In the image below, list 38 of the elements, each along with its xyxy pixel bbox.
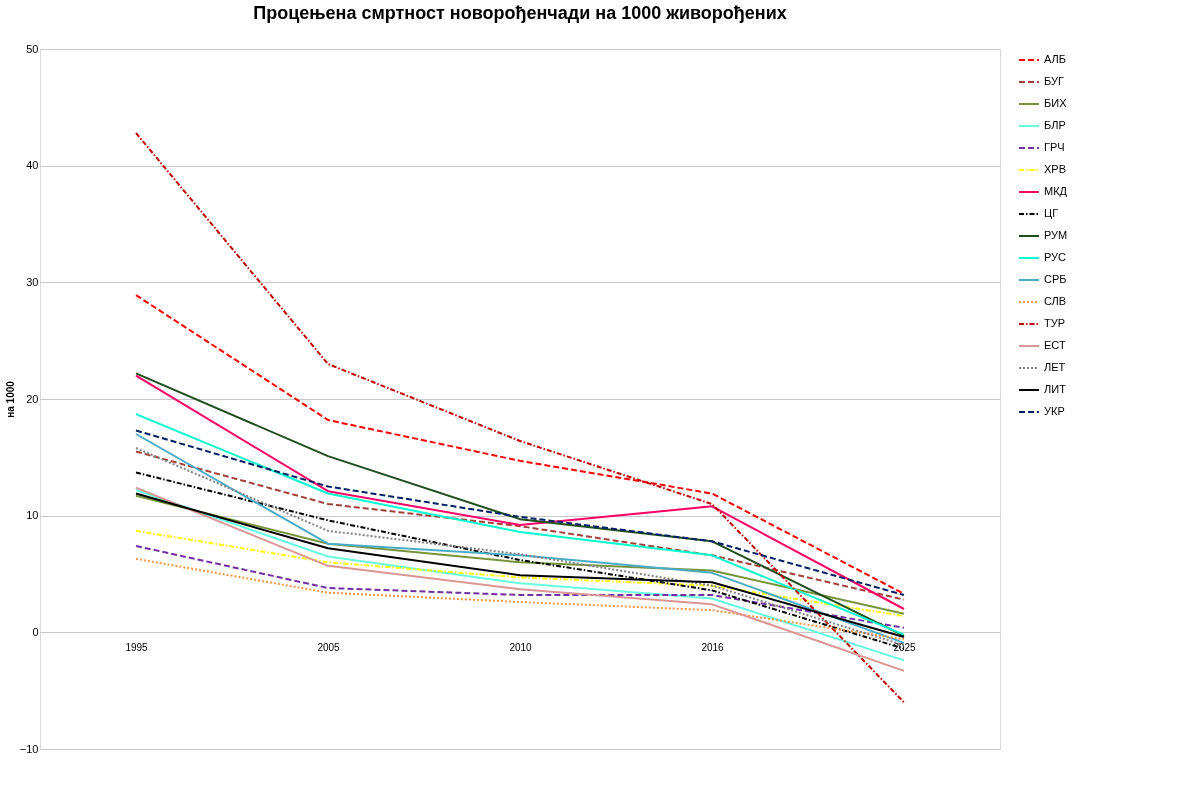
legend-label: ЕСТ xyxy=(1044,339,1066,351)
line-series xyxy=(135,494,905,615)
legend-label: АЛБ xyxy=(1044,53,1067,65)
x-tick-label: 2010 xyxy=(509,641,533,653)
y-tick-label: 30 xyxy=(26,275,39,288)
legend-label: РУМ xyxy=(1044,229,1068,241)
y-tick-label: 0 xyxy=(32,625,39,638)
legend-label: СРБ xyxy=(1044,273,1067,285)
y-axis-title: на 1000 xyxy=(4,380,16,418)
line-series xyxy=(135,450,905,601)
x-tick-label: 2025 xyxy=(893,641,917,653)
y-tick-label: 40 xyxy=(26,159,39,172)
legend-label: БИХ xyxy=(1044,97,1068,109)
legend-label: МКД xyxy=(1044,185,1068,197)
line-series xyxy=(135,545,905,629)
legend-label: РУС xyxy=(1044,251,1067,263)
line-series xyxy=(135,429,905,596)
line-series xyxy=(135,294,905,595)
y-tick-label: 50 xyxy=(26,42,39,55)
legend-label: ЛЕТ xyxy=(1044,361,1066,373)
legend-label: БЛР xyxy=(1044,119,1066,131)
chart-title: Процењена смртност новорођенчади на 1000 живорођених xyxy=(253,3,787,23)
legend-label: БУГ xyxy=(1044,75,1064,87)
y-tick-label: 10 xyxy=(26,509,39,522)
line-series xyxy=(135,529,905,617)
line-series xyxy=(135,557,905,641)
legend-label: ТУР xyxy=(1044,317,1066,329)
legend-label: ЦГ xyxy=(1044,207,1059,219)
y-tick-label: 20 xyxy=(26,392,39,405)
x-tick-label: 1995 xyxy=(125,641,149,653)
legend-label: СЛВ xyxy=(1044,295,1067,307)
legend-label: ХРВ xyxy=(1044,163,1067,175)
legend-label: ГРЧ xyxy=(1044,141,1065,153)
legend-label: ЛИТ xyxy=(1044,383,1067,395)
legend-label: УКР xyxy=(1044,405,1065,417)
y-tick-label: −10 xyxy=(19,742,39,755)
x-tick-label: 2016 xyxy=(701,641,725,653)
x-tick-label: 2005 xyxy=(317,641,341,653)
